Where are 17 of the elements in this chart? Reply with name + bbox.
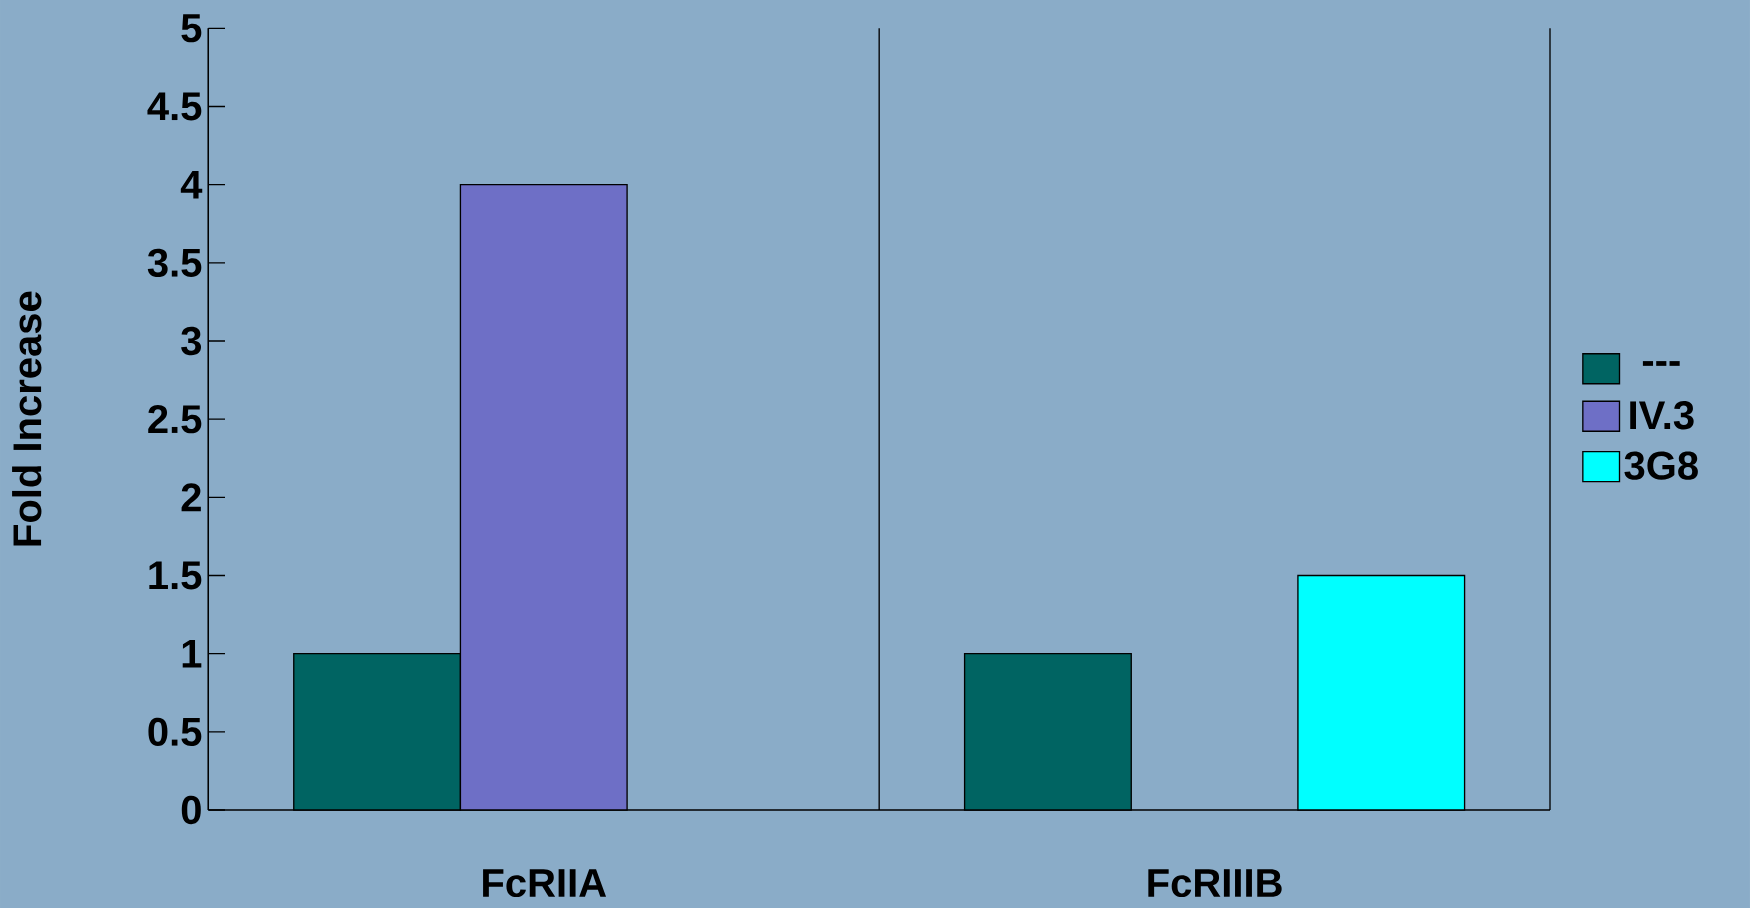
legend-label: IV.3 [1630,400,1694,430]
y-axis-title: Fold Increase [12,291,42,546]
y-tick-label: 5 [181,14,202,43]
y-tick-label: 0.5 [148,717,202,746]
y-tick-label: 4.5 [147,92,202,121]
legend-label: --- [1642,360,1680,366]
y-tick-label: 1 [182,639,202,668]
y-tick-label: 3.5 [147,248,202,277]
y-tick-label: 2.5 [148,404,202,434]
x-tick-label: FcRIIIB [1148,869,1282,897]
y-tick-label: 3 [181,326,202,356]
y-tick-label: 2 [181,483,201,512]
legend-label: 3G8 [1624,451,1698,480]
y-tick-label: 4 [180,170,203,199]
x-tick-label: FcRIIA [483,869,607,897]
y-tick-label: 0 [181,795,201,824]
y-tick-label: 1.5 [149,561,202,590]
